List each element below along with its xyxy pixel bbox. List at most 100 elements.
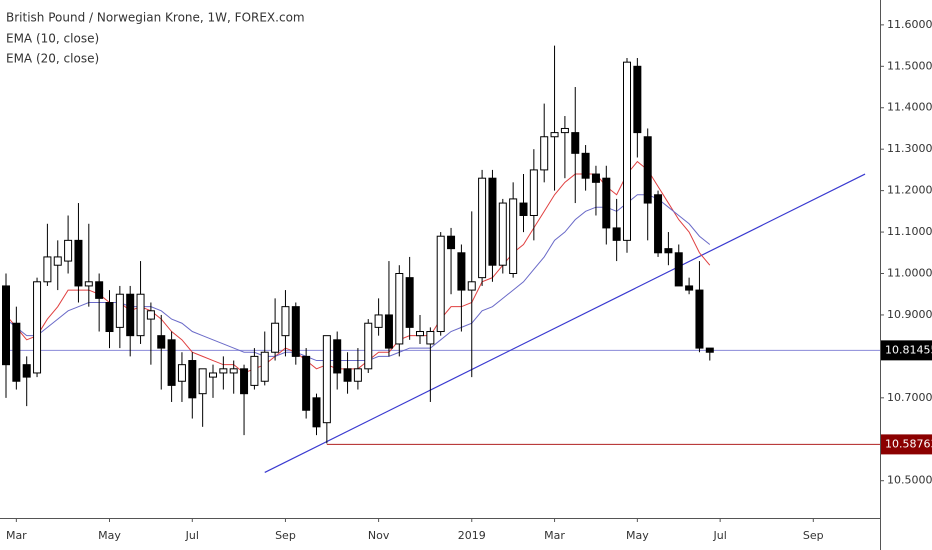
candle-body bbox=[374, 314, 383, 328]
candle-body bbox=[209, 372, 217, 378]
candle-body bbox=[560, 127, 569, 134]
candle-body bbox=[22, 364, 31, 378]
candle-body bbox=[353, 368, 362, 382]
candle-body bbox=[188, 360, 197, 399]
candle-body bbox=[343, 368, 352, 382]
candle-body bbox=[126, 293, 135, 337]
x-tick-label: 2019 bbox=[458, 529, 486, 542]
candle-body bbox=[250, 355, 259, 386]
candle-body bbox=[2, 285, 10, 366]
candle-body bbox=[312, 397, 321, 428]
candle-body bbox=[571, 132, 580, 154]
y-tick-label: 10.70000 bbox=[887, 391, 932, 404]
candle-body bbox=[602, 177, 611, 229]
x-tick-label: Jul bbox=[185, 529, 199, 542]
chart-title: British Pound / Norwegian Krone, 1W, FOR… bbox=[6, 11, 305, 25]
y-tick-label: 11.60000 bbox=[887, 18, 932, 31]
candle-body bbox=[550, 132, 559, 138]
candle-body bbox=[705, 347, 714, 353]
candle-body bbox=[33, 281, 42, 374]
candle-body bbox=[302, 355, 311, 411]
candle-body bbox=[364, 322, 373, 370]
x-tick-label: Jul bbox=[713, 529, 727, 542]
candle-body bbox=[405, 277, 414, 328]
legend-entry: EMA (10, close) bbox=[6, 32, 99, 46]
candle-body bbox=[84, 281, 93, 287]
candle-body bbox=[219, 368, 228, 374]
y-tick-label: 11.20000 bbox=[887, 184, 932, 197]
candle-body bbox=[591, 173, 600, 183]
legend-entry: EMA (20, close) bbox=[6, 52, 99, 66]
x-tick-label: Mar bbox=[6, 529, 27, 542]
candle-body bbox=[395, 273, 404, 345]
candle-body bbox=[416, 331, 424, 337]
candle-body bbox=[633, 65, 642, 134]
y-tick-label: 11.10000 bbox=[887, 225, 932, 238]
candle-body bbox=[467, 281, 476, 291]
plot bbox=[2, 45, 880, 473]
candle-body bbox=[540, 136, 549, 171]
candle-body bbox=[146, 310, 155, 320]
trendline bbox=[264, 173, 866, 473]
candle-body bbox=[654, 194, 663, 254]
candle-body bbox=[136, 293, 145, 337]
candle-body bbox=[167, 339, 176, 386]
candle-body bbox=[509, 198, 518, 275]
candle-body bbox=[95, 281, 104, 299]
y-tick-label: 10.50000 bbox=[887, 474, 932, 487]
candle-body bbox=[436, 235, 445, 333]
candle-body bbox=[157, 335, 166, 349]
price-tag-label: 10.81455 bbox=[885, 343, 932, 356]
x-tick-label: Sep bbox=[803, 529, 824, 542]
candle-body bbox=[664, 248, 673, 254]
candle-body bbox=[322, 335, 331, 424]
y-tick-label: 10.90000 bbox=[887, 308, 932, 321]
y-tick-label: 11.00000 bbox=[887, 267, 932, 280]
candle-body bbox=[271, 322, 280, 353]
candle-body bbox=[457, 252, 466, 291]
x-tick-label: Mar bbox=[544, 529, 565, 542]
x-tick-label: May bbox=[98, 529, 121, 542]
candle-body bbox=[674, 252, 683, 287]
candle-body bbox=[74, 239, 83, 287]
price-tag-label: 10.58763 bbox=[885, 437, 932, 450]
candle-body bbox=[198, 368, 207, 395]
x-tick-label: Nov bbox=[368, 529, 390, 542]
candle-body bbox=[177, 364, 186, 382]
candle-body bbox=[260, 351, 269, 382]
y-tick-label: 11.40000 bbox=[887, 101, 932, 114]
y-tick-label: 11.30000 bbox=[887, 142, 932, 155]
candle-body bbox=[447, 235, 456, 250]
candle-body bbox=[53, 256, 62, 266]
candle-body bbox=[64, 239, 73, 262]
price-tag bbox=[881, 434, 932, 455]
candle-body bbox=[12, 322, 21, 382]
candle-body bbox=[478, 177, 487, 279]
candle-body bbox=[695, 289, 704, 349]
price-tag bbox=[881, 340, 932, 361]
candle-body bbox=[685, 285, 694, 291]
candle-body bbox=[498, 202, 507, 266]
x-tick-label: Sep bbox=[275, 529, 296, 542]
candle-body bbox=[643, 136, 652, 204]
candle-body bbox=[488, 177, 497, 266]
y-tick-label: 11.50000 bbox=[887, 59, 932, 72]
candle-body bbox=[115, 293, 124, 328]
candle-body bbox=[529, 169, 538, 216]
candle-body bbox=[229, 368, 238, 374]
candle-body bbox=[612, 227, 621, 241]
candle-body bbox=[426, 331, 435, 345]
candle-body bbox=[105, 302, 114, 333]
x-tick-label: May bbox=[626, 529, 649, 542]
candle-body bbox=[43, 256, 52, 283]
candle-body bbox=[623, 61, 631, 241]
candle-body bbox=[333, 339, 342, 374]
candle-body bbox=[291, 306, 300, 357]
candle-body bbox=[240, 368, 249, 395]
candle-body bbox=[581, 152, 590, 179]
candle-body bbox=[281, 306, 290, 337]
candle-body bbox=[384, 314, 393, 349]
candle-body bbox=[519, 202, 528, 216]
